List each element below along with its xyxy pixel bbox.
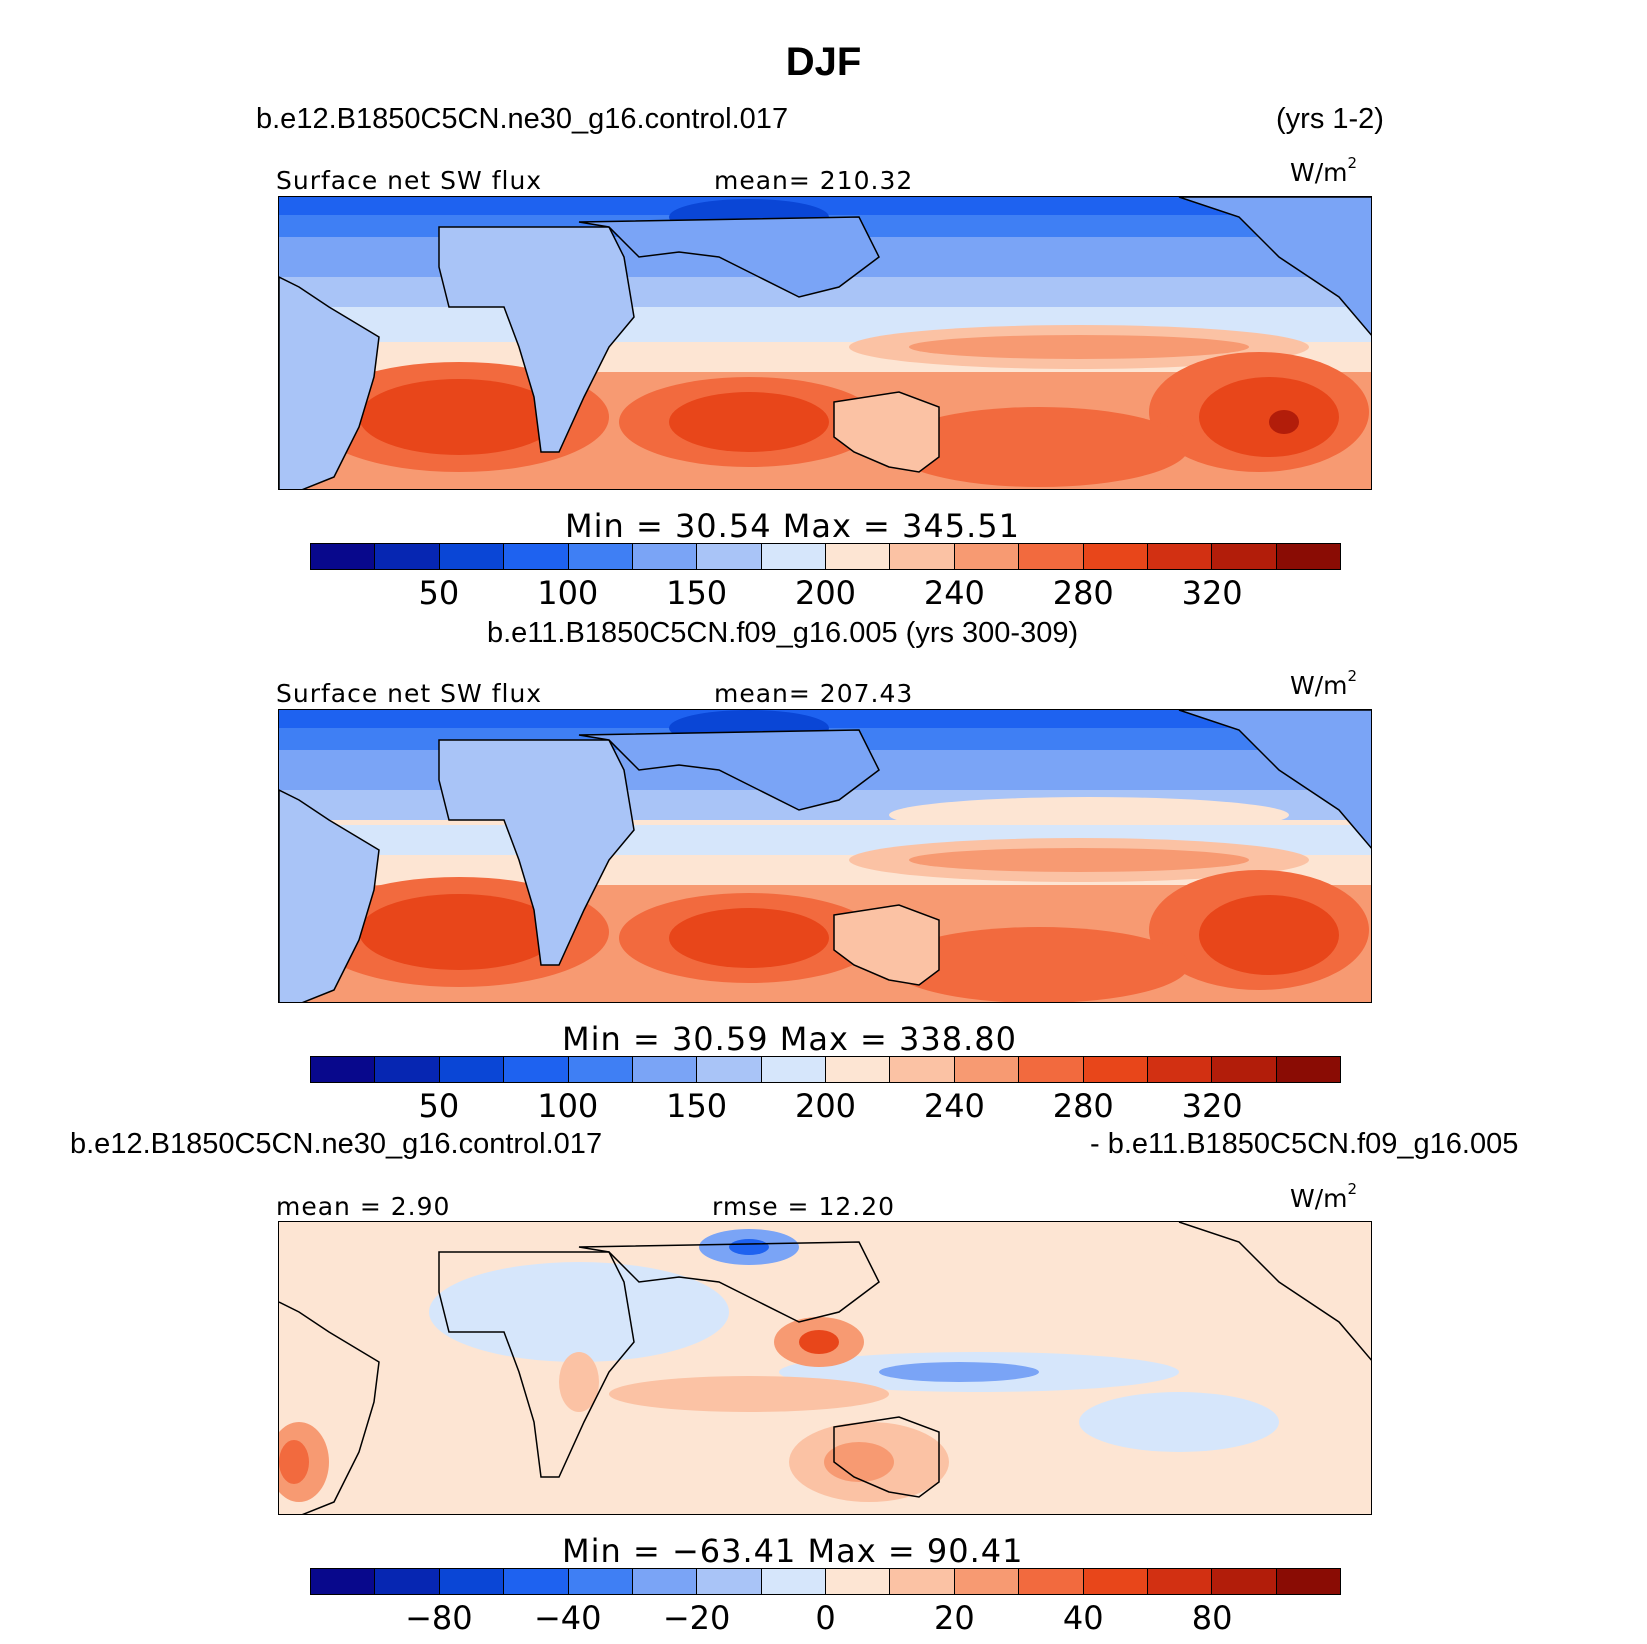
panel1-colorbar xyxy=(310,543,1341,570)
panel2-case-name: b.e11.B1850C5CN.f09_g16.005 (yrs 300-309… xyxy=(487,617,1079,649)
colorbar-swatch xyxy=(1083,1057,1148,1082)
panel1-mean-label: mean= 210.32 xyxy=(714,166,914,195)
colorbar-swatch xyxy=(311,1057,376,1082)
colorbar-swatch xyxy=(890,1057,955,1082)
colorbar-swatch xyxy=(826,1569,891,1594)
colorbar-tick-label: 100 xyxy=(537,1087,599,1125)
colorbar-swatch xyxy=(375,544,440,569)
colorbar-swatch xyxy=(954,1569,1020,1594)
colorbar-swatch xyxy=(761,544,826,569)
colorbar-swatch xyxy=(826,544,891,569)
colorbar-swatch xyxy=(1019,1569,1084,1594)
colorbar-tick-label: 0 xyxy=(815,1599,836,1637)
panel3-map xyxy=(278,1221,1372,1515)
colorbar-swatch xyxy=(761,1569,826,1594)
colorbar-tick-label: −80 xyxy=(405,1599,473,1637)
colorbar-tick-label: −20 xyxy=(662,1599,731,1637)
panel3-units: W/m2 xyxy=(1290,1180,1358,1213)
colorbar-swatch xyxy=(504,544,569,569)
colorbar-swatch xyxy=(375,1057,440,1082)
colorbar-swatch xyxy=(697,1057,762,1082)
colorbar-tick-label: 320 xyxy=(1181,574,1243,612)
colorbar-swatch xyxy=(1147,544,1213,569)
colorbar-tick-label: 240 xyxy=(923,1087,985,1125)
panel3-colorbar xyxy=(310,1568,1341,1595)
panel3-rmse-label: rmse = 12.20 xyxy=(712,1192,896,1221)
colorbar-swatch xyxy=(1147,1057,1213,1082)
panel3-min-max: Min = −63.41 Max = 90.41 xyxy=(562,1532,1024,1570)
panel3-subtracted-case: - b.e11.B1850C5CN.f09_g16.005 xyxy=(1090,1128,1519,1160)
panel1-units: W/m2 xyxy=(1290,154,1358,187)
colorbar-swatch xyxy=(954,1057,1020,1082)
panel3-mean-label: mean = 2.90 xyxy=(276,1192,451,1221)
colorbar-tick-label: 280 xyxy=(1052,1087,1114,1125)
panel1-years: (yrs 1-2) xyxy=(1276,103,1384,135)
colorbar-tick-label: −40 xyxy=(533,1599,602,1637)
colorbar-swatch xyxy=(890,1569,955,1594)
colorbar-tick-label: 50 xyxy=(418,574,460,612)
colorbar-swatch xyxy=(311,544,376,569)
colorbar-swatch xyxy=(1276,1569,1340,1594)
colorbar-swatch xyxy=(632,1569,698,1594)
colorbar-swatch xyxy=(439,1569,505,1594)
colorbar-tick-label: 80 xyxy=(1191,1599,1233,1637)
panel3-case-name: b.e12.B1850C5CN.ne30_g16.control.017 xyxy=(70,1128,603,1160)
colorbar-swatch xyxy=(890,544,955,569)
colorbar-swatch xyxy=(504,1057,569,1082)
colorbar-swatch xyxy=(1212,1569,1277,1594)
panel1-case-name: b.e12.B1850C5CN.ne30_g16.control.017 xyxy=(256,103,789,135)
colorbar-swatch xyxy=(697,1569,762,1594)
panel2-units: W/m2 xyxy=(1290,667,1358,700)
colorbar-swatch xyxy=(1083,544,1148,569)
colorbar-swatch xyxy=(1019,1057,1084,1082)
panel1-variable-label: Surface net SW flux xyxy=(276,166,543,195)
colorbar-tick-label: 20 xyxy=(934,1599,975,1637)
panel2-colorbar xyxy=(310,1056,1341,1083)
colorbar-tick-label: 150 xyxy=(666,1087,728,1125)
panel2-map xyxy=(278,709,1372,1003)
colorbar-swatch xyxy=(568,1057,633,1082)
colorbar-swatch xyxy=(311,1569,376,1594)
colorbar-swatch xyxy=(1147,1569,1213,1594)
colorbar-swatch xyxy=(954,544,1020,569)
colorbar-tick-label: 200 xyxy=(794,1087,857,1125)
colorbar-swatch xyxy=(1276,544,1340,569)
colorbar-tick-label: 280 xyxy=(1052,574,1114,612)
colorbar-swatch xyxy=(632,1057,698,1082)
colorbar-tick-label: 100 xyxy=(537,574,599,612)
colorbar-swatch xyxy=(504,1569,569,1594)
colorbar-swatch xyxy=(826,1057,891,1082)
colorbar-swatch xyxy=(697,544,762,569)
colorbar-tick-label: 240 xyxy=(923,574,985,612)
panel2-variable-label: Surface net SW flux xyxy=(276,679,543,708)
colorbar-swatch xyxy=(1276,1057,1340,1082)
colorbar-swatch xyxy=(761,1057,826,1082)
colorbar-tick-label: 320 xyxy=(1181,1087,1243,1125)
colorbar-swatch xyxy=(375,1569,440,1594)
colorbar-tick-label: 200 xyxy=(794,574,857,612)
colorbar-swatch xyxy=(632,544,698,569)
colorbar-tick-label: 150 xyxy=(666,574,728,612)
colorbar-swatch xyxy=(568,544,633,569)
panel1-map xyxy=(278,196,1372,490)
panel2-min-max: Min = 30.59 Max = 338.80 xyxy=(562,1020,1017,1058)
panel2-mean-label: mean= 207.43 xyxy=(714,679,914,708)
colorbar-swatch xyxy=(1019,544,1084,569)
colorbar-swatch xyxy=(439,544,505,569)
colorbar-swatch xyxy=(568,1569,633,1594)
colorbar-swatch xyxy=(1212,544,1277,569)
colorbar-tick-label: 50 xyxy=(418,1087,460,1125)
colorbar-swatch xyxy=(1212,1057,1277,1082)
figure-title: DJF xyxy=(785,40,862,84)
panel1-min-max: Min = 30.54 Max = 345.51 xyxy=(565,507,1020,545)
colorbar-swatch xyxy=(439,1057,505,1082)
colorbar-tick-label: 40 xyxy=(1062,1599,1104,1637)
colorbar-swatch xyxy=(1083,1569,1148,1594)
